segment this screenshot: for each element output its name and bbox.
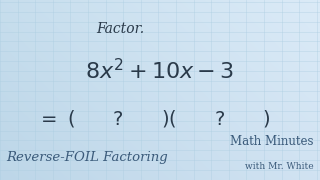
Text: $= \ ( \qquad ? \qquad )( \qquad ? \qquad )$: $= \ ( \qquad ? \qquad )( \qquad ? \qqua… <box>37 108 270 129</box>
Text: Reverse-FOIL Factoring: Reverse-FOIL Factoring <box>6 151 168 164</box>
Text: Math Minutes: Math Minutes <box>230 135 314 148</box>
Text: $8x^2 + 10x - 3$: $8x^2 + 10x - 3$ <box>85 59 235 85</box>
Text: Factor.: Factor. <box>96 22 144 36</box>
Text: with Mr. White: with Mr. White <box>245 162 314 171</box>
